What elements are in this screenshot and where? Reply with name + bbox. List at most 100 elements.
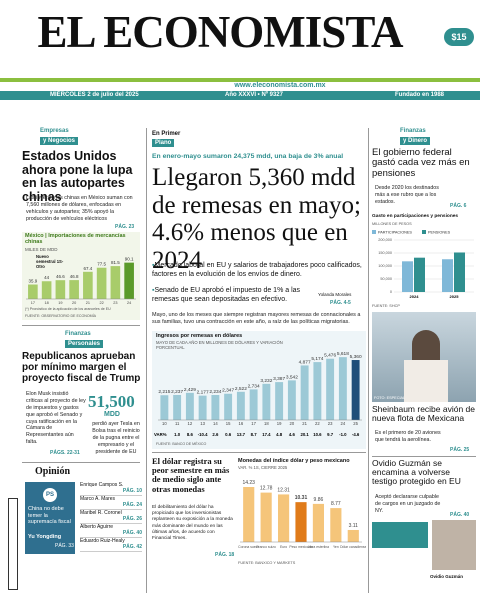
variation-value: 8.7 (251, 432, 258, 437)
x-tick-label: 22 (100, 301, 104, 305)
value-label: 46.6 (56, 274, 65, 279)
y-tick-label: 150,000 (378, 251, 392, 255)
bar (300, 365, 309, 420)
page-ref: PÁG. 40 (450, 512, 470, 518)
legend-label: PENSIONES (428, 231, 451, 235)
chart-source: FUENTE: OBSERVATORIO DE ECONOMÍA (25, 314, 97, 318)
value-label: 90.1 (125, 257, 134, 262)
columnist: Maribel R. Coronel PÁG. 26 (80, 510, 142, 524)
chart-title: Ingresos por remesas en dólares (156, 333, 243, 339)
section-tag: Personales (65, 340, 104, 348)
photo-credit: FOTO: ESPECIAL (374, 396, 406, 400)
x-tick-label: 13 (200, 421, 205, 426)
logo: PS (43, 488, 57, 502)
chart-unit: MILLONES DE PESOS (372, 222, 412, 226)
value-label: 10.31 (295, 495, 308, 501)
photo (432, 520, 476, 570)
price: $15 (444, 28, 474, 46)
x-tick-label: 23 (328, 421, 333, 426)
bar (262, 383, 271, 420)
value-label: 8.77 (331, 501, 341, 507)
value-label: 67.4 (83, 266, 92, 271)
value-label: 81.5 (111, 260, 120, 265)
bar (402, 261, 413, 292)
chart-annotation: Nuevo semestral 1S-Otro (36, 254, 64, 269)
bar (124, 262, 134, 299)
bar (69, 280, 79, 299)
bullet: Las inversiones chinas en México suman c… (26, 195, 133, 222)
variation-value: -4.6 (352, 432, 360, 437)
legend-swatch (422, 230, 426, 234)
bar (185, 392, 194, 420)
bullet-text: Senado de EU aprobó el impuesto de 1% a … (152, 287, 301, 303)
bar (173, 394, 182, 420)
x-tick-label: Dólar canadiense (340, 545, 366, 549)
bar (313, 362, 322, 420)
y-tick-label: 100,000 (378, 264, 392, 268)
value-label: 3,387 (273, 376, 285, 382)
x-tick-label: 11 (175, 421, 180, 426)
bar (287, 380, 296, 420)
x-tick-label: 18 (45, 301, 49, 305)
bar (96, 267, 107, 299)
bar (224, 393, 233, 420)
section-tag: Plano (152, 139, 175, 147)
promo-box (372, 522, 428, 548)
value-label: 2,347 (222, 388, 234, 394)
x-tick-label: Peso mexicano (289, 545, 312, 549)
columnist-name: Alberto Aguirre (80, 524, 114, 530)
chart-title: México | Importaciones de mercancías chi… (25, 233, 126, 245)
variation-value: 17.4 (262, 432, 271, 437)
value-label: 12.78 (260, 486, 273, 492)
page-ref: PÁG. 24 (122, 502, 142, 508)
x-tick-label: 2025 (450, 294, 460, 299)
variation-value: 2.6 (212, 432, 219, 437)
value-label: 3,232 (260, 378, 272, 384)
x-tick-label: 24 (341, 421, 346, 426)
kicker: En enero-mayo sumaron 24,375 mdd, una ba… (152, 153, 344, 160)
y-tick-label: 200,000 (378, 238, 392, 242)
section-label: Empresas (40, 128, 69, 134)
x-tick-label: 18 (264, 421, 269, 426)
variation-value: 0.6 (225, 432, 232, 437)
pensiones-chart: 0 50,000 100,000 150,000 200,000 PARTICIPACIO… (372, 230, 474, 299)
x-tick-label: 20 (72, 301, 76, 305)
bar (260, 492, 272, 542)
bar (243, 487, 255, 542)
autopartes-chart: 35.9 17 44 18 46.6 19 46.8 20 67.4 21 77.5 22 81.5 23… (26, 257, 136, 305)
page-ref: PÁG. 23 (115, 224, 135, 230)
chart-unit: MILES DE MDD (25, 247, 58, 252)
section-tag: y Dinero (400, 137, 431, 145)
x-tick-label: 15 (226, 421, 231, 426)
bar (347, 529, 359, 542)
x-tick-label: 21 (86, 301, 90, 305)
columnist-name: Enrique Campos S. (80, 482, 124, 488)
columnist-name: Eduardo Ruiz-Healy (80, 538, 125, 544)
value-label: 2,522 (235, 386, 247, 392)
value-label: 46.8 (70, 274, 79, 279)
y-tick-label: 50,000 (380, 277, 392, 281)
figure-text: perdió ayer Tesla en Bolsa tras el reini… (92, 421, 140, 455)
bar (277, 494, 290, 542)
section-title: Opinión (35, 466, 71, 477)
bar (275, 382, 284, 420)
columnist: Alberto Aguirre PÁG. 40 (80, 524, 142, 538)
chart-title: Gasto en participaciones y pensiones (372, 214, 459, 219)
value-label: 5,174 (311, 356, 323, 362)
bar (312, 503, 325, 542)
x-tick-label: 17 (31, 301, 35, 305)
bar (55, 280, 66, 299)
columnist: Enrique Campos S. PÁG. 10 (80, 482, 142, 496)
page-ref: PÁG. 6 (450, 203, 467, 209)
columnists: Enrique Campos S. PÁG. 10 Marco A. Mares PÁ… (80, 482, 142, 552)
chart-source: FUENTE: BANCO DE MÉXICO (156, 441, 207, 446)
photo-caption: Ovidio Guzmán (430, 574, 464, 579)
chart-source: FUENTE: SHCP (372, 304, 400, 308)
page-ref: PÁG. 26 (122, 516, 142, 522)
bar (442, 259, 453, 292)
page-ref: PÁG. 4-5 (330, 300, 351, 306)
chart-note: (*) Pronóstico de la aplicación de los a… (25, 307, 111, 311)
variation-value: 4.6 (289, 432, 296, 437)
headline: Estados Unidos ahora pone la lupa en las… (22, 149, 133, 204)
